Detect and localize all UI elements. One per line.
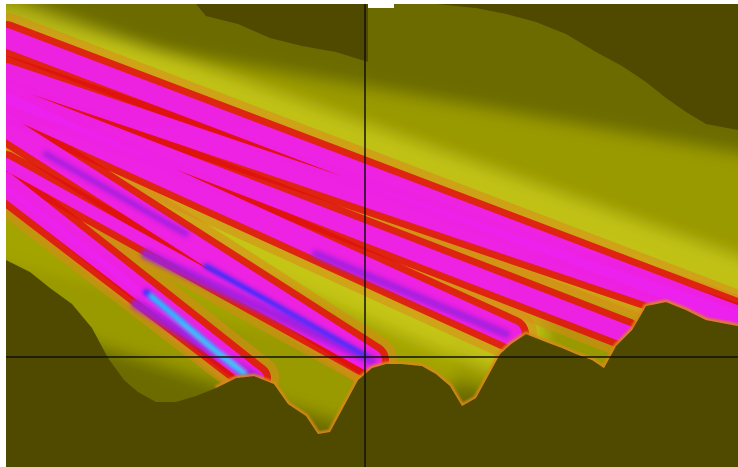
plot-area[interactable] <box>6 4 738 467</box>
intensity-map[interactable] <box>6 4 738 467</box>
selection-marker-icon[interactable] <box>368 4 394 8</box>
